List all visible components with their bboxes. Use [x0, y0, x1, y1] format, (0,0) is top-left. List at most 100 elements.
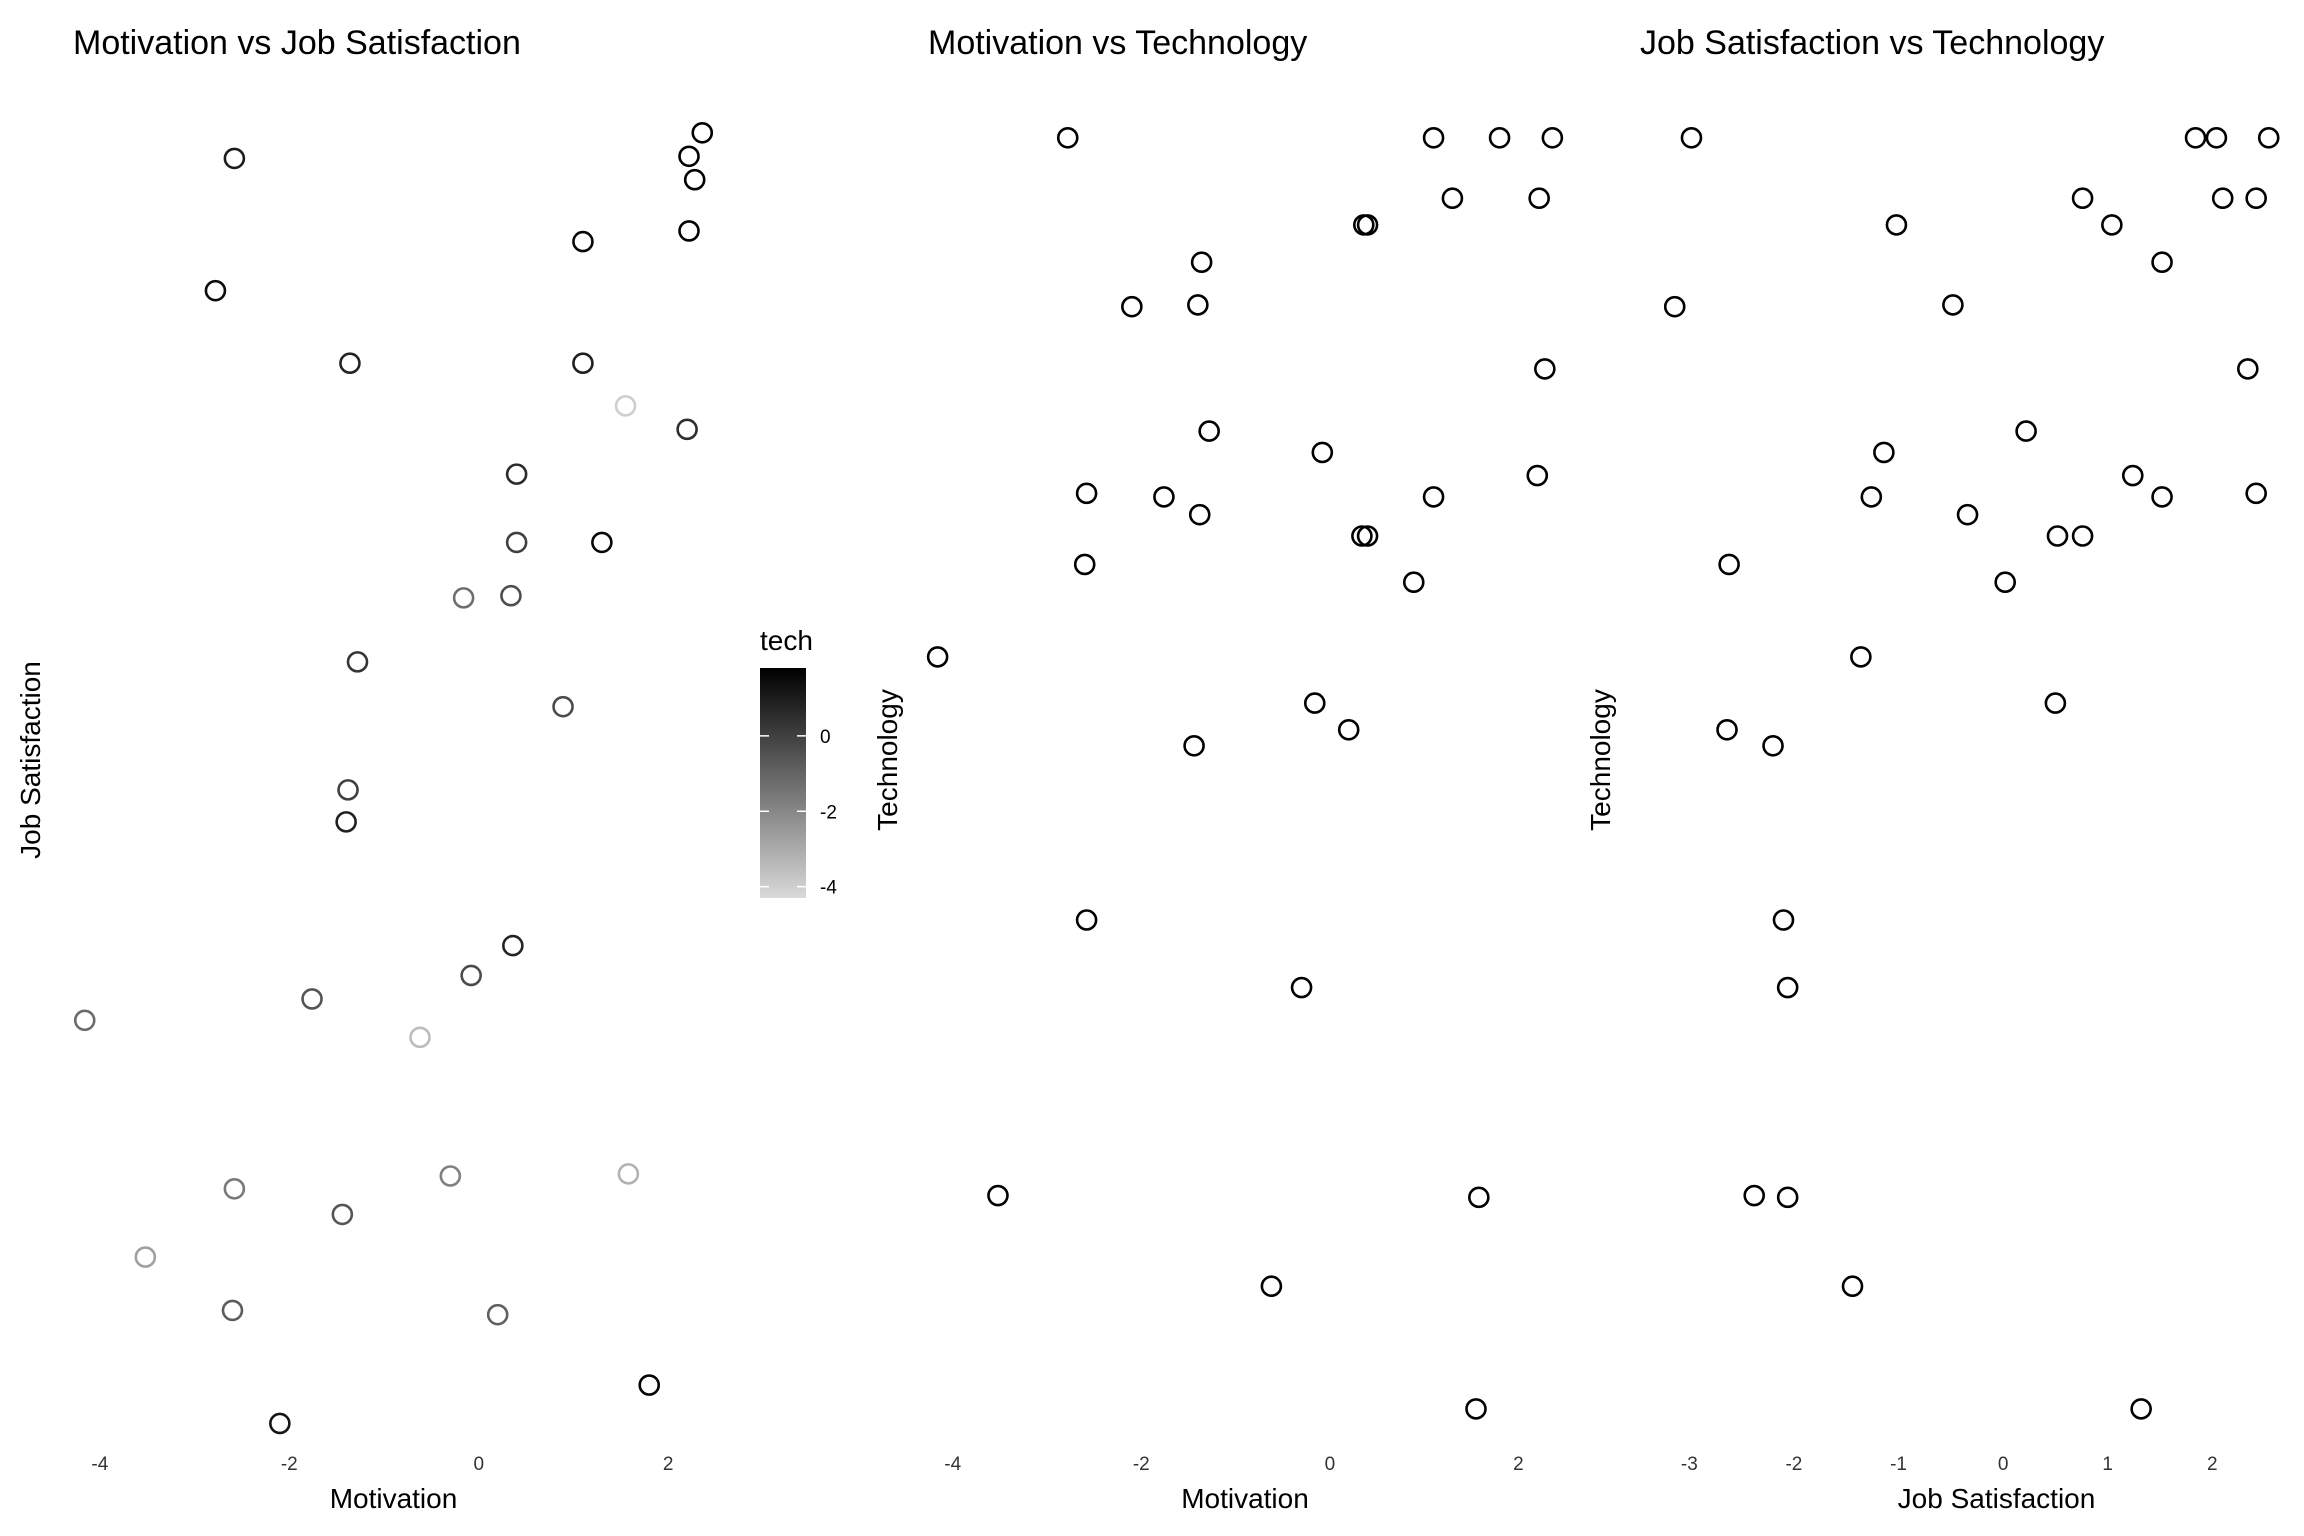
- data-point: [337, 779, 359, 801]
- data-point: [1718, 553, 1740, 576]
- data-point: [1075, 482, 1098, 505]
- x-tick-label: -1: [1890, 1454, 1907, 1475]
- data-point: [1183, 734, 1205, 757]
- data-point: [2101, 214, 2123, 236]
- x-tick-label: 1: [2102, 1454, 2113, 1475]
- data-point: [1188, 503, 1211, 526]
- data-point: [1356, 214, 1379, 236]
- data-point: [617, 1163, 640, 1185]
- data-point: [2205, 126, 2228, 149]
- data-point: [2071, 187, 2094, 210]
- chart-title: Motivation vs Job Satisfaction: [73, 24, 521, 62]
- data-point: [676, 418, 698, 441]
- data-point: [2121, 464, 2144, 487]
- data-point: [1841, 1275, 1864, 1298]
- data-point: [223, 1178, 246, 1200]
- data-point: [1663, 295, 1686, 318]
- data-point: [439, 1165, 462, 1187]
- y-axis-label: Job Satisfaction: [15, 661, 46, 859]
- data-point: [452, 587, 475, 609]
- data-point: [1885, 214, 1908, 236]
- data-point: [572, 352, 594, 375]
- data-point: [301, 988, 323, 1010]
- data-point: [1534, 358, 1556, 380]
- data-point: [1873, 441, 1895, 464]
- data-point: [2245, 482, 2267, 505]
- data-point: [683, 168, 706, 191]
- x-tick-label: -2: [281, 1454, 298, 1475]
- x-tick-label: 2: [1513, 1454, 1524, 1475]
- x-tick-label: 0: [1325, 1454, 1336, 1475]
- data-point: [409, 1026, 431, 1049]
- data-point: [502, 934, 524, 957]
- data-point: [572, 230, 594, 253]
- data-point: [614, 395, 637, 417]
- data-point: [1743, 1184, 1766, 1207]
- data-point: [1190, 251, 1213, 274]
- x-tick-label: -2: [1785, 1454, 1802, 1475]
- data-point: [926, 646, 949, 668]
- data-point: [505, 463, 528, 485]
- data-point: [1528, 187, 1550, 210]
- y-axis-label: Technology: [872, 689, 903, 831]
- data-point: [460, 964, 482, 987]
- data-point: [1198, 420, 1220, 442]
- data-point: [678, 220, 700, 242]
- data-point: [2257, 126, 2280, 149]
- legend-tick-label: -2: [820, 802, 837, 823]
- data-point: [500, 584, 522, 607]
- data-point: [1356, 525, 1379, 547]
- data-point: [505, 531, 528, 554]
- data-point: [1187, 294, 1209, 316]
- data-point: [1860, 486, 1883, 508]
- data-point: [2130, 1398, 2152, 1420]
- data-point: [1422, 486, 1445, 508]
- data-point: [2237, 358, 2259, 380]
- data-point: [1303, 692, 1326, 714]
- data-point: [1075, 909, 1098, 931]
- data-point: [552, 695, 574, 718]
- data-point: [1541, 126, 1564, 149]
- x-axis-label: Job Satisfaction: [1898, 1483, 2096, 1514]
- data-point: [987, 1184, 1009, 1207]
- data-point: [591, 531, 613, 554]
- panel-3: Job Satisfaction vs Technology -3 -2 -1 0 1 2 J…: [1585, 24, 2280, 1514]
- data-point: [1290, 976, 1313, 999]
- data-point: [1351, 525, 1373, 547]
- legend-tick-label: 0: [820, 727, 831, 748]
- y-axis-label: Technology: [1585, 689, 1616, 831]
- data-point: [2044, 692, 2067, 714]
- data-point: [2151, 486, 2173, 508]
- data-point: [1942, 294, 1964, 316]
- data-point: [269, 1412, 291, 1435]
- data-point: [2071, 525, 2094, 547]
- data-point: [1680, 126, 1703, 149]
- data-point: [1716, 718, 1738, 741]
- legend-title: tech: [760, 625, 813, 656]
- data-point: [1153, 486, 1175, 508]
- data-point: [1441, 187, 1464, 210]
- panel-1: Motivation vs Job Satisfaction -4 -2 0 2 Moti…: [15, 24, 714, 1514]
- data-point: [346, 651, 369, 673]
- legend: tech 0 -2 -4: [760, 625, 837, 899]
- data-point: [1526, 464, 1549, 487]
- data-point: [1260, 1275, 1283, 1298]
- data-point: [1311, 441, 1334, 464]
- x-axis-label: Motivation: [330, 1483, 458, 1514]
- data-point: [1073, 553, 1096, 576]
- data-point: [2184, 126, 2207, 149]
- data-point: [2151, 251, 2173, 274]
- data-point: [1402, 571, 1425, 594]
- data-point: [486, 1303, 509, 1326]
- data-point: [1488, 126, 1511, 149]
- data-point: [73, 1009, 96, 1032]
- x-tick-label: 2: [663, 1454, 674, 1475]
- data-point: [1422, 126, 1445, 149]
- data-point: [1772, 909, 1795, 931]
- x-tick-label: 0: [1998, 1454, 2009, 1475]
- data-point: [691, 122, 714, 144]
- x-tick-label: -4: [91, 1454, 108, 1475]
- data-point: [1465, 1398, 1487, 1420]
